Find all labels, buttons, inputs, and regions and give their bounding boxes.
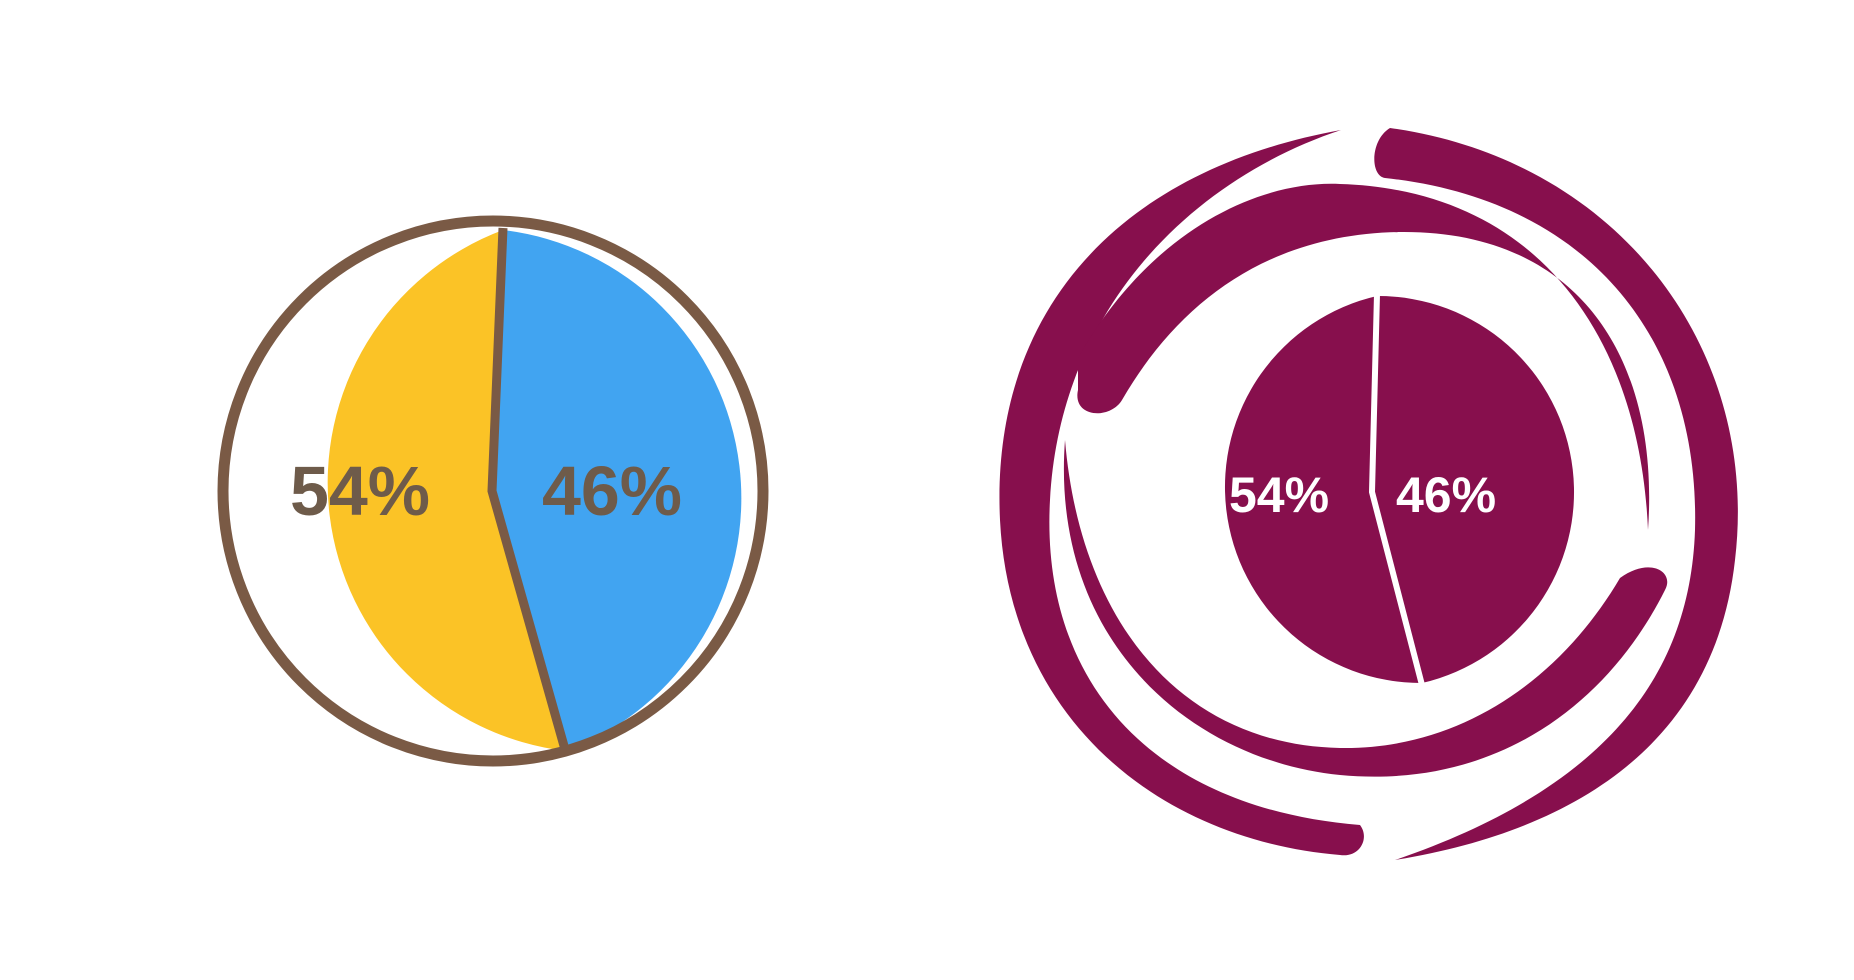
pie-slice-54 [327, 230, 566, 751]
inner-arc-top [1077, 183, 1650, 530]
outer-arc-right [1374, 128, 1738, 860]
slice-label-54: 54% [290, 452, 430, 530]
pie-slice-separator [487, 227, 571, 755]
pie-slice-46 [1372, 295, 1575, 683]
outer-arc-left [999, 130, 1364, 856]
right-pie-core: 54% 46% [1224, 293, 1575, 686]
decorative-ring [999, 128, 1738, 860]
pie-slice-46 [492, 230, 742, 751]
slice-label-46: 46% [1396, 467, 1496, 523]
pie-outline [217, 215, 769, 767]
pie-slice-separator [1368, 293, 1425, 686]
left-pie-chart: 54% 46% [217, 215, 769, 767]
slice-label-46: 46% [542, 452, 682, 530]
right-pie-chart: 54% 46% [999, 128, 1738, 860]
slice-label-54: 54% [1229, 467, 1329, 523]
